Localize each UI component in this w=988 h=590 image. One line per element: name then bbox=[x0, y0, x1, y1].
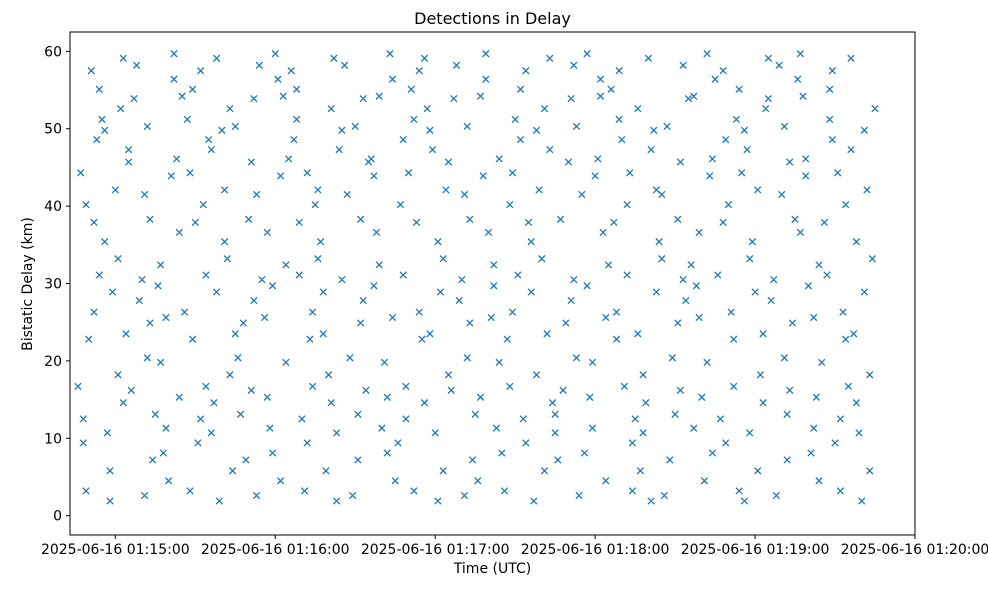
y-tick-label: 60 bbox=[44, 44, 62, 60]
chart-title: Detections in Delay bbox=[414, 9, 571, 28]
x-tick-label: 2025-06-16 01:15:00 bbox=[41, 542, 190, 558]
y-tick-label: 30 bbox=[44, 277, 62, 293]
x-tick-label: 2025-06-16 01:20:00 bbox=[841, 542, 988, 558]
y-tick-label: 50 bbox=[44, 122, 62, 138]
y-tick-label: 20 bbox=[44, 354, 62, 370]
x-axis-label: Time (UTC) bbox=[453, 561, 532, 577]
scatter-points bbox=[74, 50, 879, 505]
x-tick-label: 2025-06-16 01:17:00 bbox=[361, 542, 510, 558]
x-tick-label: 2025-06-16 01:19:00 bbox=[681, 542, 830, 558]
x-tick-label: 2025-06-16 01:18:00 bbox=[521, 542, 670, 558]
y-tick-label: 0 bbox=[53, 509, 62, 525]
y-tick-label: 40 bbox=[44, 199, 62, 215]
y-axis-label: Bistatic Delay (km) bbox=[20, 217, 36, 351]
y-tick-label: 10 bbox=[44, 431, 62, 447]
x-tick-label: 2025-06-16 01:16:00 bbox=[201, 542, 350, 558]
